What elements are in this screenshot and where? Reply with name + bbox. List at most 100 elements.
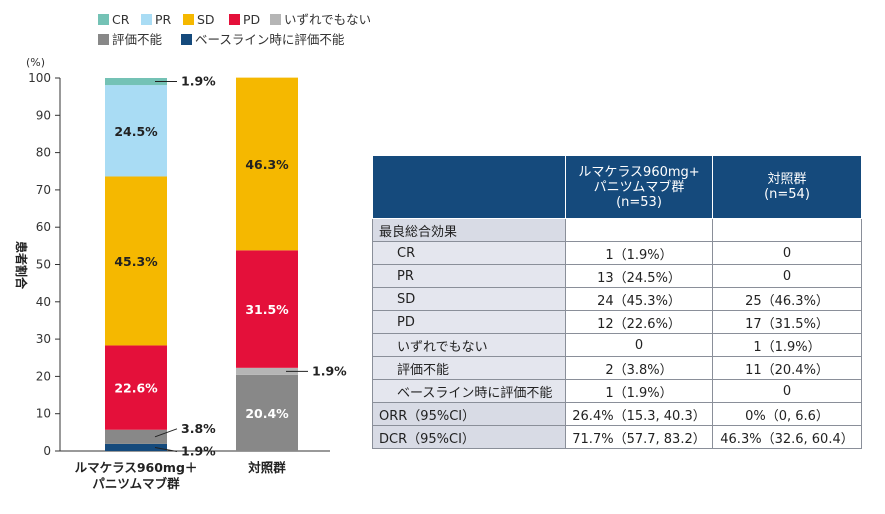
- table-cell-b: 0: [712, 264, 862, 288]
- table-cell-label: PD: [372, 310, 566, 334]
- data-label: 1.9%: [312, 363, 347, 378]
- table-row: CR 1（1.9%） 0: [372, 241, 862, 265]
- table-row: PR 13（24.5%） 0: [372, 264, 862, 288]
- table-cell-a: 1（1.9%）: [565, 379, 713, 403]
- legend-label: いずれでもない: [284, 12, 370, 27]
- header-line: ルマケラス960mg+: [578, 164, 700, 180]
- bar-segment-いずれでもない: [236, 367, 298, 375]
- table-row: SD 24（45.3%） 25（46.3%）: [372, 287, 862, 311]
- table-cell-a: 26.4%（15.3, 40.3）: [565, 402, 713, 426]
- y-tick-label: 20: [36, 369, 51, 383]
- y-tick-label: 80: [36, 146, 51, 160]
- y-tick-label: 70: [36, 183, 51, 197]
- data-label-leader: [154, 428, 178, 438]
- table-cell-label: ORR（95%CI）: [372, 402, 566, 426]
- data-label: 1.9%: [181, 443, 216, 458]
- header-line: パニツムマブ群: [593, 179, 685, 195]
- table-cell-label: CR: [372, 241, 566, 265]
- table-row: ベースライン時に評価不能 1（1.9%） 0: [372, 379, 862, 403]
- table-cell-a: [565, 218, 713, 242]
- table-cell-a: 24（45.3%）: [565, 287, 713, 311]
- data-label-leader: [154, 446, 178, 452]
- legend-label: ベースライン時に評価不能: [195, 32, 345, 47]
- data-label: 45.3%: [114, 254, 158, 269]
- y-tick-label: 100: [28, 71, 51, 85]
- x-tick-label: パニツムマブ群: [92, 476, 180, 491]
- data-label: 24.5%: [114, 124, 158, 139]
- table-header-row: ルマケラス960mg+ パニツムマブ群 (n=53) 対照群 (n=54): [372, 155, 862, 219]
- legend-swatch: [98, 14, 109, 25]
- table-cell-b: 1（1.9%）: [712, 333, 862, 357]
- header-line: (n=53): [616, 194, 662, 210]
- table-row: PD 12（22.6%） 17（31.5%）: [372, 310, 862, 334]
- legend-swatch: [141, 14, 152, 25]
- table-cell-b: [712, 218, 862, 242]
- table-cell-label: 最良総合効果: [372, 218, 566, 242]
- x-tick-label: 対照群: [247, 460, 286, 475]
- legend-label: SD: [197, 12, 215, 27]
- legend-swatch: [229, 14, 240, 25]
- y-axis-label: 患者割合: [14, 241, 29, 290]
- table-row: 最良総合効果: [372, 218, 862, 242]
- table-header-cell: [372, 155, 566, 219]
- bar-segment-PD: [236, 250, 298, 368]
- table-cell-b: 25（46.3%）: [712, 287, 862, 311]
- table-cell-label: SD: [372, 287, 566, 311]
- table-row: ORR（95%CI） 26.4%（15.3, 40.3） 0%（0, 6.6）: [372, 402, 862, 426]
- header-line: (n=54): [764, 187, 810, 202]
- response-table: ルマケラス960mg+ パニツムマブ群 (n=53) 対照群 (n=54) 最良総合効果…: [372, 155, 862, 449]
- y-tick-label: 10: [36, 407, 51, 421]
- table-cell-a: 71.7%（57.7, 83.2）: [565, 425, 713, 449]
- table-cell-b: 11（20.4%）: [712, 356, 862, 380]
- table-row: DCR（95%CI） 71.7%（57.7, 83.2） 46.3%（32.6, 6…: [372, 425, 862, 449]
- y-tick-label: 50: [36, 258, 51, 272]
- table-cell-a: 12（22.6%）: [565, 310, 713, 334]
- legend-swatch: [270, 14, 281, 25]
- table-row: いずれでもない 0 1（1.9%）: [372, 333, 862, 357]
- table-header-cell: 対照群 (n=54): [712, 155, 862, 219]
- table-header-cell: ルマケラス960mg+ パニツムマブ群 (n=53): [565, 155, 713, 219]
- legend-label: PD: [243, 12, 260, 27]
- table-cell-a: 0: [565, 333, 713, 357]
- table-cell-b: 17（31.5%）: [712, 310, 862, 334]
- legend-swatch: [181, 34, 192, 45]
- table-cell-a: 2（3.8%）: [565, 356, 713, 380]
- table-cell-a: 13（24.5%）: [565, 264, 713, 288]
- table-cell-label: いずれでもない: [372, 333, 566, 357]
- table-cell-b: 0%（0, 6.6）: [712, 402, 862, 426]
- legend-swatch: [98, 34, 109, 45]
- table-cell-label: ベースライン時に評価不能: [372, 379, 566, 403]
- y-tick-label: 40: [36, 295, 51, 309]
- data-label: 20.4%: [245, 406, 289, 421]
- legend-label: CR: [112, 12, 130, 27]
- table-cell-a: 1（1.9%）: [565, 241, 713, 265]
- y-tick-label: 0: [43, 444, 51, 458]
- bar-segment-ベースライン時に評価不能: [105, 443, 167, 451]
- bar-segment-CR: [105, 78, 167, 86]
- bar-segment-PR: [105, 85, 167, 177]
- table-cell-b: 46.3%（32.6, 60.4）: [712, 425, 862, 449]
- table-row: 評価不能 2（3.8%） 11（20.4%）: [372, 356, 862, 380]
- data-label: 46.3%: [245, 157, 289, 172]
- table-cell-b: 0: [712, 241, 862, 265]
- data-label: 3.8%: [181, 421, 216, 436]
- table-cell-label: PR: [372, 264, 566, 288]
- header-line: 対照群: [767, 172, 807, 187]
- bar-segment-評価不能: [236, 374, 298, 451]
- y-tick-label: 30: [36, 332, 51, 346]
- bar-segment-SD: [236, 77, 298, 251]
- y-unit-label: (%): [26, 56, 45, 69]
- legend-label: PR: [155, 12, 172, 27]
- bar-segment-SD: [105, 176, 167, 346]
- y-tick-label: 60: [36, 220, 51, 234]
- legend-label: 評価不能: [112, 32, 163, 47]
- legend-swatch: [183, 14, 194, 25]
- table-cell-label: 評価不能: [372, 356, 566, 380]
- bar-segment-PD: [105, 345, 167, 430]
- y-tick-label: 90: [36, 108, 51, 122]
- data-label: 31.5%: [245, 302, 289, 317]
- bar-segment-評価不能: [105, 429, 167, 444]
- table-cell-b: 0: [712, 379, 862, 403]
- table-cell-label: DCR（95%CI）: [372, 425, 566, 449]
